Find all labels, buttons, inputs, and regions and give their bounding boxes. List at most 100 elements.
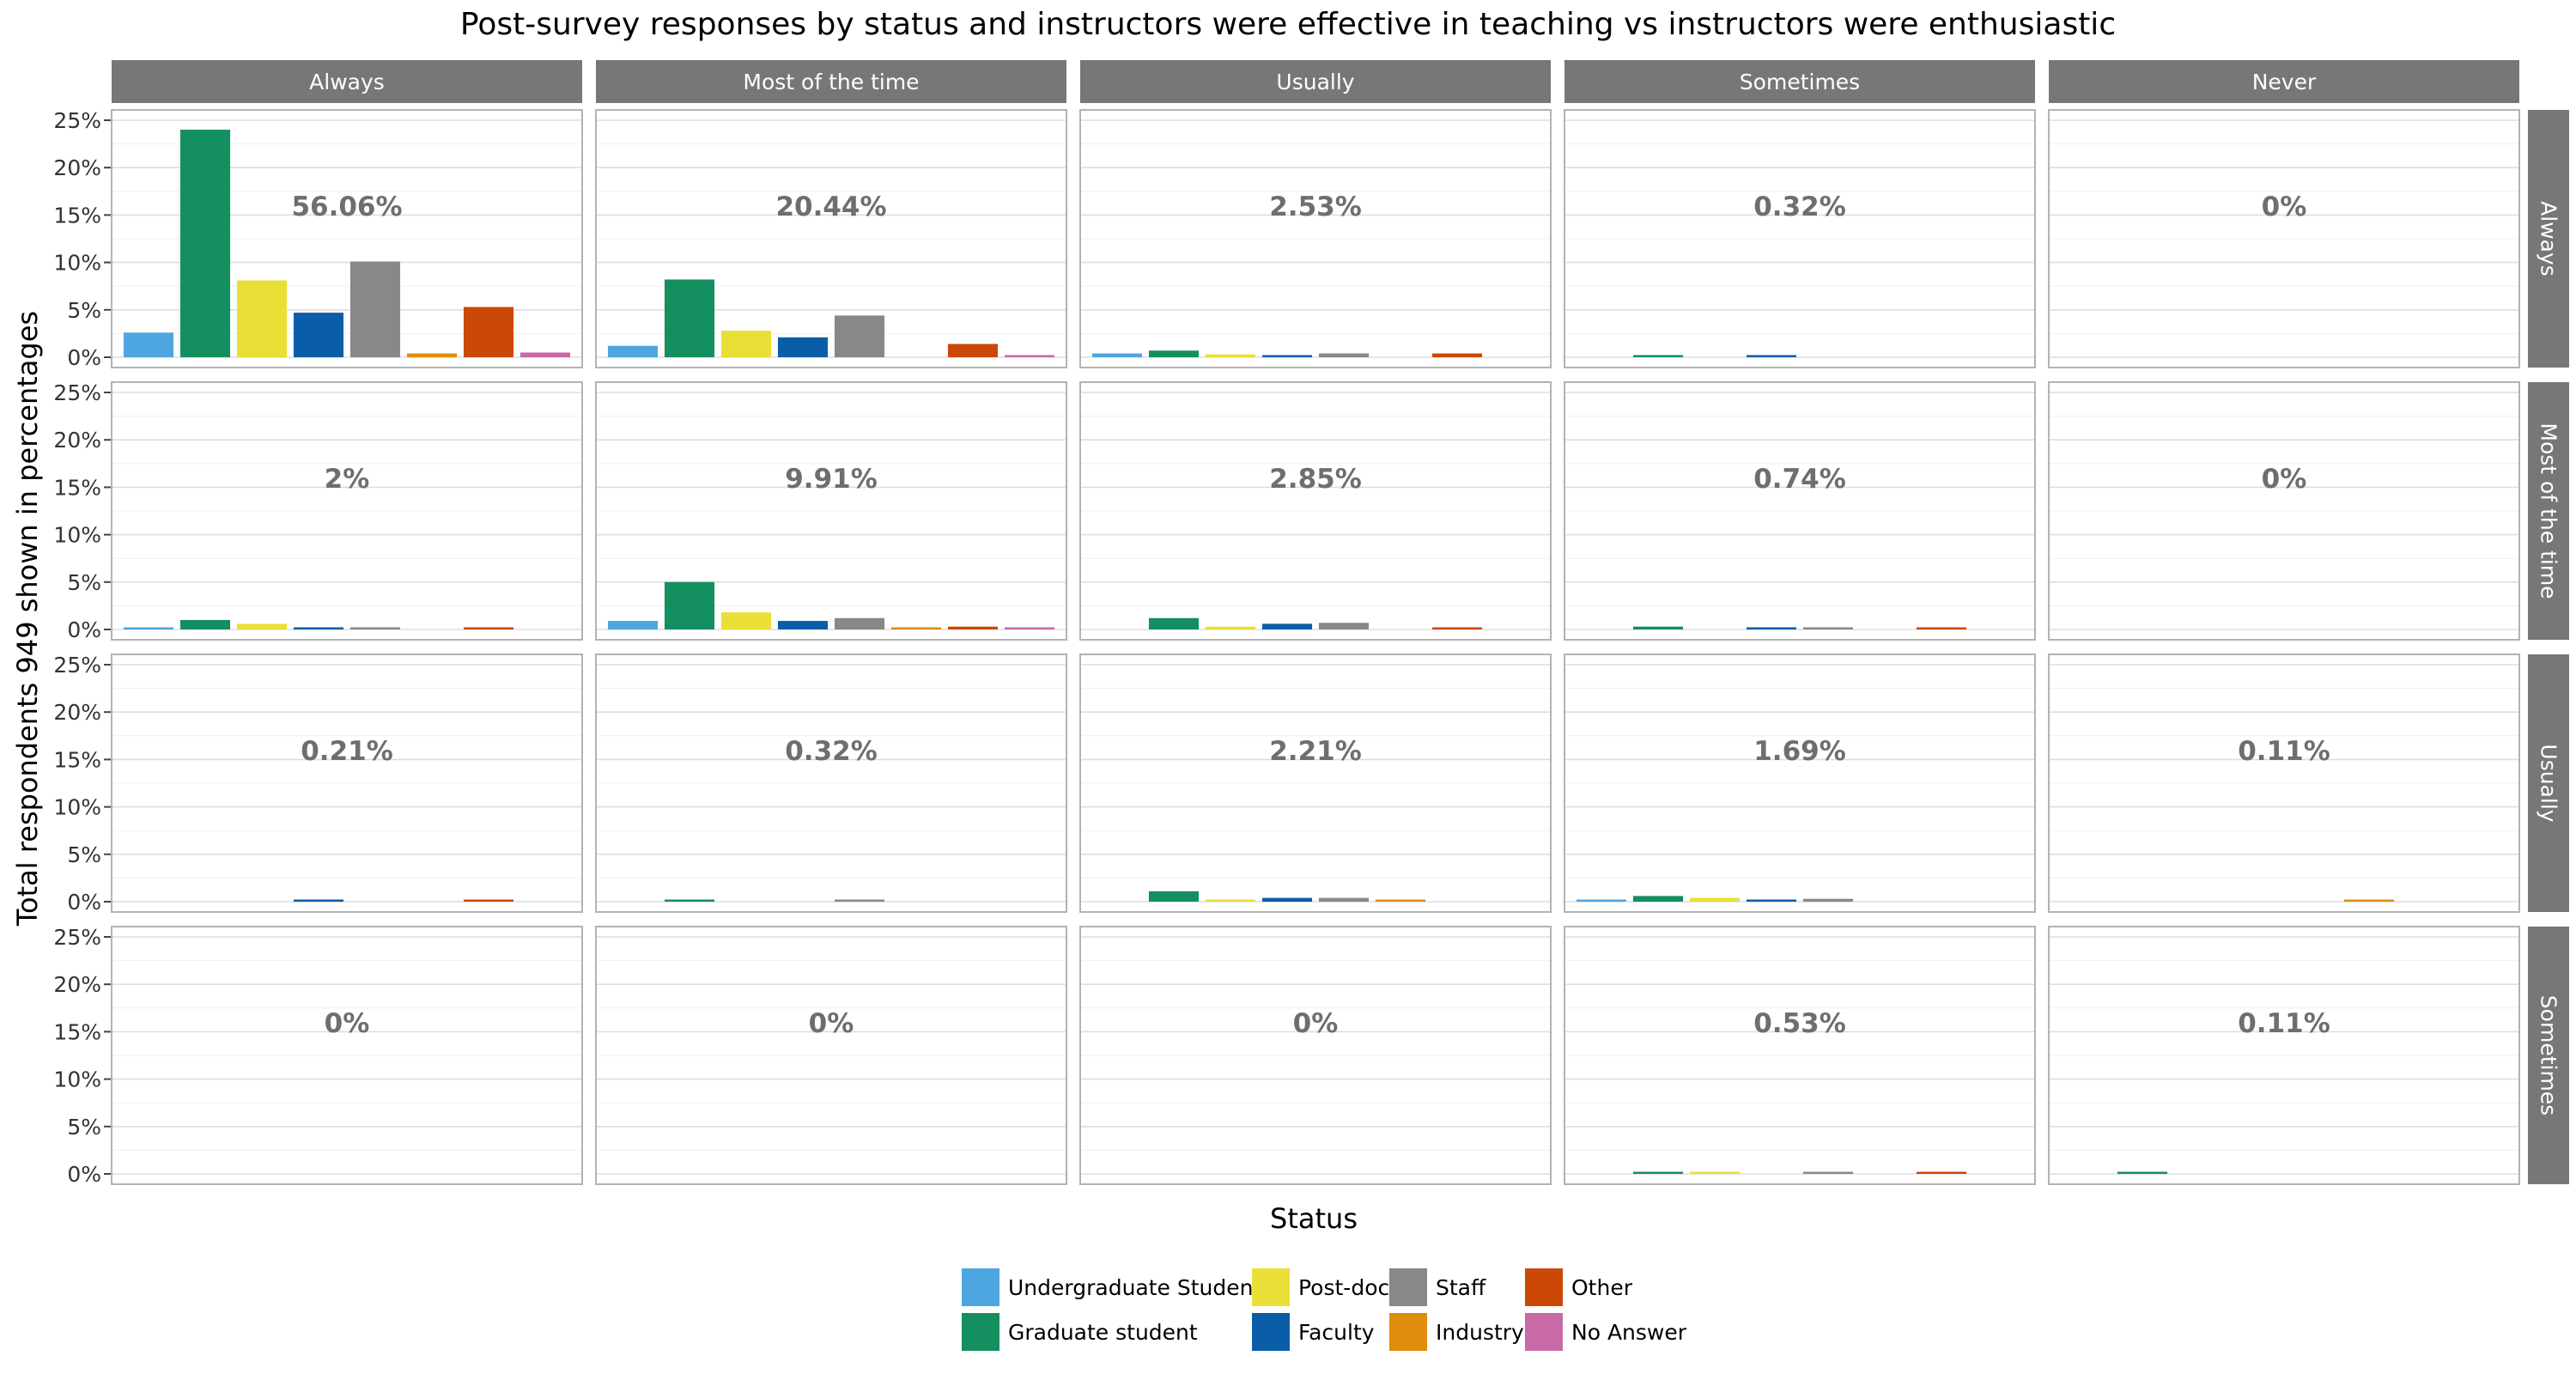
bar-graduate-student bbox=[1149, 350, 1199, 357]
bar-industry bbox=[2344, 900, 2394, 903]
legend-item: Staff bbox=[1389, 1268, 1485, 1307]
panel-total-label: 0.21% bbox=[301, 736, 393, 767]
y-tick-label: 15% bbox=[53, 203, 101, 228]
panel-total-label: 0% bbox=[2262, 192, 2307, 222]
legend-label: Undergraduate Student bbox=[1008, 1275, 1261, 1300]
y-tick-label: 25% bbox=[53, 653, 101, 678]
panel-total-label: 20.44% bbox=[775, 192, 886, 222]
bar-industry bbox=[1376, 900, 1425, 903]
legend-item: Other bbox=[1525, 1268, 1632, 1307]
x-axis-label: Status bbox=[112, 1202, 2516, 1235]
legend-swatch bbox=[1252, 1268, 1290, 1306]
legend-label: Graduate student bbox=[1008, 1320, 1198, 1345]
col-strip-label: Most of the time bbox=[743, 70, 919, 94]
legend-label: Other bbox=[1571, 1275, 1632, 1300]
panel-total-label: 0.74% bbox=[1753, 464, 1846, 495]
legend-item: Undergraduate Student bbox=[962, 1268, 1261, 1307]
bar-post-doc bbox=[1690, 898, 1740, 902]
panel-total-label: 2.53% bbox=[1269, 192, 1362, 222]
bar-graduate-student bbox=[180, 130, 230, 357]
legend-label: Industry bbox=[1436, 1320, 1524, 1345]
legend-swatch bbox=[962, 1268, 999, 1306]
bar-undergraduate-student bbox=[608, 621, 658, 629]
y-tick-label: 0% bbox=[67, 617, 101, 642]
legend-swatch bbox=[1389, 1313, 1427, 1351]
panel-total-label: 0% bbox=[2262, 464, 2307, 495]
panel-total-label: 0% bbox=[809, 1008, 854, 1039]
panel-total-label: 56.06% bbox=[291, 192, 402, 222]
bar-staff bbox=[350, 628, 400, 630]
bar-staff bbox=[835, 618, 884, 629]
legend-swatch bbox=[962, 1313, 999, 1351]
bar-faculty bbox=[1262, 623, 1312, 629]
bar-other bbox=[948, 627, 998, 629]
legend-item: Graduate student bbox=[962, 1312, 1198, 1352]
bar-staff bbox=[1803, 899, 1853, 902]
bar-staff bbox=[1803, 1172, 1853, 1175]
y-tick-label: 10% bbox=[53, 523, 101, 548]
bar-staff bbox=[1319, 354, 1369, 357]
row-strip-label: Sometimes bbox=[2537, 995, 2561, 1116]
bar-post-doc bbox=[1690, 1172, 1740, 1175]
col-strip-label: Never bbox=[2252, 70, 2317, 94]
panel-total-label: 0.53% bbox=[1753, 1008, 1846, 1039]
bar-graduate-student bbox=[1149, 891, 1199, 902]
legend-label: Post-doc bbox=[1298, 1275, 1389, 1300]
bar-post-doc bbox=[1206, 900, 1255, 903]
panel-total-label: 0% bbox=[325, 1008, 370, 1039]
bar-post-doc bbox=[1206, 627, 1255, 629]
bar-faculty bbox=[1747, 628, 1796, 630]
bar-staff bbox=[1319, 898, 1369, 902]
legend-item: Industry bbox=[1389, 1312, 1524, 1352]
legend-swatch bbox=[1525, 1268, 1563, 1306]
panel-total-label: 9.91% bbox=[785, 464, 878, 495]
panel-total-label: 2.85% bbox=[1269, 464, 1362, 495]
y-tick-label: 5% bbox=[67, 298, 101, 323]
bar-graduate-student bbox=[1149, 618, 1199, 629]
bar-other bbox=[1432, 628, 1482, 630]
y-tick-label: 15% bbox=[53, 747, 101, 772]
row-strip-label: Most of the time bbox=[2537, 423, 2561, 599]
panel-total-label: 1.69% bbox=[1753, 736, 1846, 767]
bar-post-doc bbox=[721, 331, 771, 357]
row-strip-label: Always bbox=[2537, 201, 2561, 277]
y-tick-label: 5% bbox=[67, 842, 101, 867]
legend-item: Post-doc bbox=[1252, 1268, 1389, 1307]
bar-faculty bbox=[778, 621, 828, 629]
bar-undergraduate-student bbox=[1577, 900, 1626, 903]
bar-staff bbox=[1319, 623, 1369, 629]
bar-undergraduate-student bbox=[124, 628, 173, 630]
y-tick-label: 10% bbox=[53, 251, 101, 276]
bar-post-doc bbox=[237, 623, 287, 629]
bar-other bbox=[464, 628, 513, 630]
bar-industry bbox=[891, 628, 941, 630]
col-strip-label: Sometimes bbox=[1740, 70, 1860, 94]
bar-faculty bbox=[1747, 900, 1796, 903]
y-tick-label: 0% bbox=[67, 345, 101, 370]
bar-undergraduate-student bbox=[608, 346, 658, 357]
col-strip-label: Always bbox=[309, 70, 385, 94]
col-strip-label: Usually bbox=[1276, 70, 1354, 94]
legend-item: No Answer bbox=[1525, 1312, 1686, 1352]
y-tick-label: 0% bbox=[67, 1162, 101, 1187]
bar-other bbox=[948, 344, 998, 357]
bar-post-doc bbox=[721, 612, 771, 629]
bar-graduate-student bbox=[1633, 627, 1683, 629]
bar-faculty bbox=[294, 628, 343, 630]
bar-other bbox=[464, 307, 513, 357]
legend-swatch bbox=[1252, 1313, 1290, 1351]
bar-faculty bbox=[294, 313, 343, 357]
bar-other bbox=[1432, 354, 1482, 357]
panel-total-label: 2% bbox=[325, 464, 370, 495]
bar-staff bbox=[835, 900, 884, 903]
bar-no-answer bbox=[520, 352, 570, 357]
bar-industry bbox=[407, 354, 457, 357]
panel-total-label: 0.11% bbox=[2238, 736, 2330, 767]
bar-graduate-student bbox=[1633, 896, 1683, 902]
panel-total-label: 0.32% bbox=[1753, 192, 1846, 222]
y-tick-label: 10% bbox=[53, 1067, 101, 1092]
bar-staff bbox=[1803, 628, 1853, 630]
bar-faculty bbox=[778, 337, 828, 357]
bar-staff bbox=[350, 261, 400, 357]
